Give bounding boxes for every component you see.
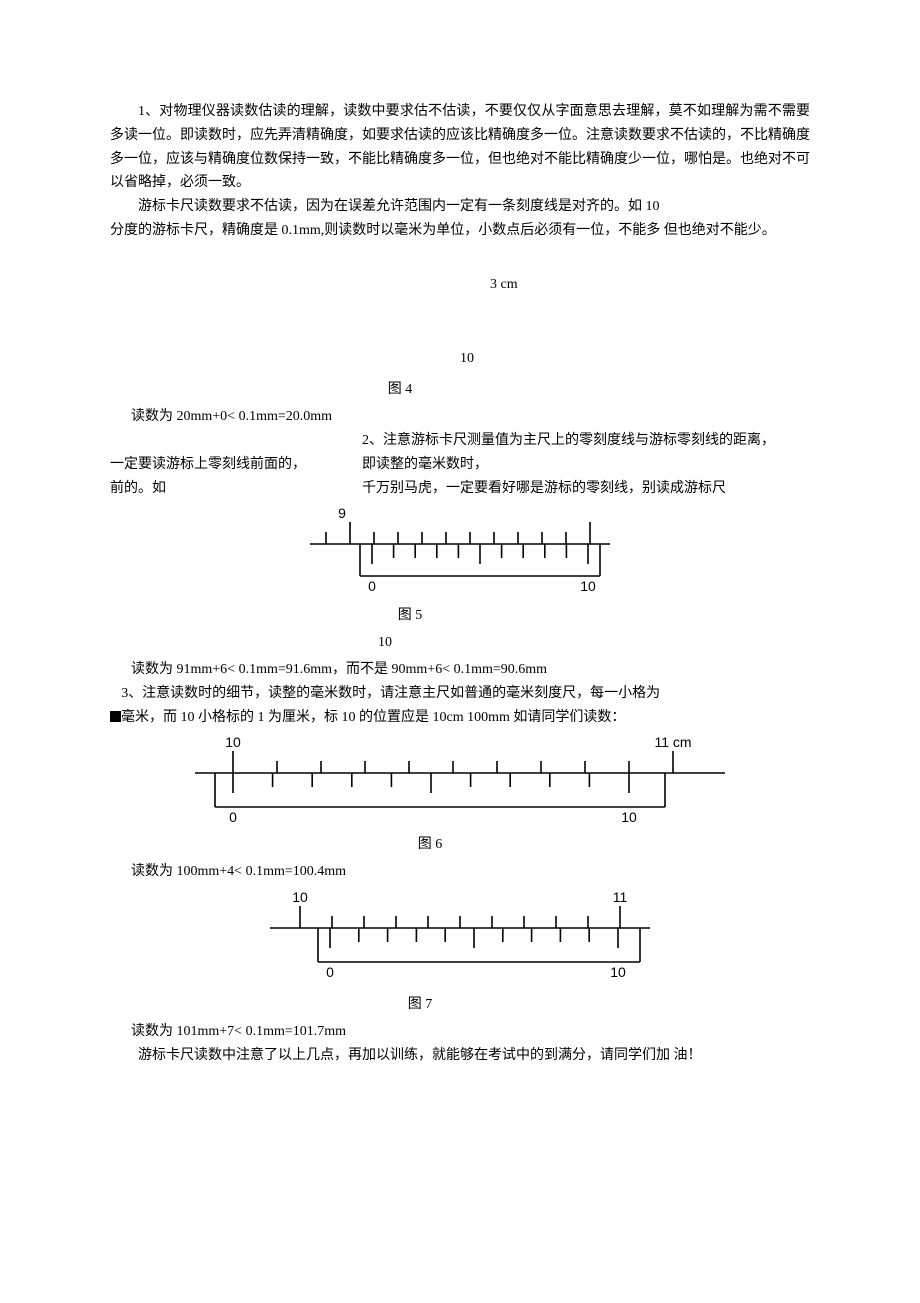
figure-5: 9 0 10 — [110, 506, 810, 601]
wrap-l1: 一定要读游标上零刻线前面的， — [110, 453, 348, 477]
figure-6: 10 11 cm 0 10 — [110, 735, 810, 830]
wrap-r1: 2、注意游标卡尺测量值为主尺上的零刻度线与游标零刻线的距离， — [362, 429, 810, 453]
svg-text:0: 0 — [326, 964, 334, 980]
wrap-r3: 千万别马虎，一定要看好哪是游标的零刻线，别读成游标尺 — [362, 477, 810, 501]
reading-4: 读数为 20mm+0< 0.1mm=20.0mm — [110, 405, 810, 429]
fig5-below: 10 — [110, 631, 810, 655]
paragraph-2a: 游标卡尺读数要求不估读，因为在误差允许范围内一定有一条刻度线是对齐的。如 10 — [110, 195, 810, 219]
svg-text:9: 9 — [338, 506, 346, 521]
fig7-caption: 图 7 — [110, 993, 810, 1017]
paragraph-1: 1、对物理仪器读数估读的理解，读数中要求估不估读，不要仅仅从字面意思去理解，莫不… — [110, 100, 810, 195]
black-square-icon — [110, 711, 121, 722]
floating-label-10: 10 — [110, 347, 810, 371]
wrap-r2: 即读整的毫米数时， — [362, 453, 810, 477]
wrap-block-point2: 2、注意游标卡尺测量值为主尺上的零刻度线与游标零刻线的距离， 即读整的毫米数时，… — [110, 429, 810, 500]
svg-text:10: 10 — [621, 809, 637, 825]
figure-7: 10 11 0 10 — [110, 890, 810, 990]
closing-paragraph: 游标卡尺读数中注意了以上几点，再加以训练，就能够在考试中的到满分，请同学们加 油… — [110, 1044, 810, 1068]
svg-text:10: 10 — [610, 964, 626, 980]
floating-label-3cm: 3 cm — [110, 273, 810, 297]
reading-7: 读数为 101mm+7< 0.1mm=101.7mm — [110, 1020, 810, 1044]
paragraph-3b: 毫米，而 10 小格标的 1 为厘米，标 10 的位置应是 10cm 100mm… — [110, 706, 810, 730]
svg-text:10: 10 — [292, 890, 308, 905]
svg-text:0: 0 — [229, 809, 237, 825]
svg-text:10: 10 — [580, 578, 596, 594]
fig4-caption: 图 4 — [110, 378, 810, 402]
reading-5: 读数为 91mm+6< 0.1mm=91.6mm，而不是 90mm+6< 0.1… — [110, 658, 810, 682]
svg-text:11: 11 — [613, 890, 628, 905]
svg-text:0: 0 — [368, 578, 376, 594]
paragraph-3a: 3、注意读数时的细节，读整的毫米数时，请注意主尺如普通的毫米刻度尺，每一小格为 — [110, 682, 810, 706]
svg-text:10: 10 — [225, 735, 241, 750]
fig6-caption: 图 6 — [110, 833, 810, 857]
fig5-caption: 图 5 — [110, 604, 810, 628]
wrap-l2: 前的。如 — [110, 477, 348, 501]
svg-text:11 cm: 11 cm — [654, 735, 691, 750]
paragraph-2b: 分度的游标卡尺，精确度是 0.1mm,则读数时以毫米为单位，小数点后必须有一位，… — [110, 219, 810, 243]
reading-6: 读数为 100mm+4< 0.1mm=100.4mm — [110, 860, 810, 884]
